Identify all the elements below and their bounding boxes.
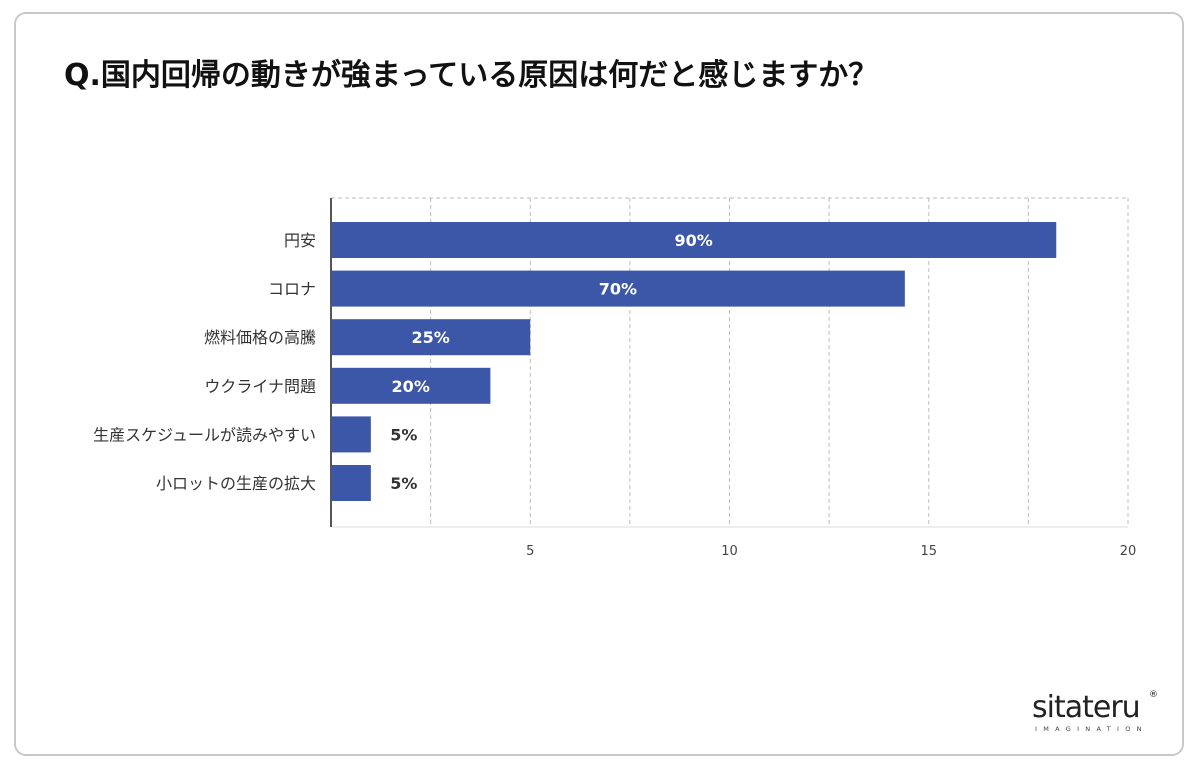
category-label: 小ロットの生産の拡大 xyxy=(156,474,316,493)
bar xyxy=(331,465,371,501)
category-label: コロナ xyxy=(268,280,316,299)
x-tick-label: 15 xyxy=(920,544,937,559)
bar xyxy=(331,270,905,307)
sitateru-logo: sitateru ® IMAGINATION xyxy=(1032,690,1162,740)
category-label: 円安 xyxy=(284,231,316,250)
bar xyxy=(331,222,1057,258)
logo-registered-mark: ® xyxy=(1149,690,1158,700)
data-label: 70% xyxy=(599,280,637,299)
data-label: 20% xyxy=(392,377,430,396)
category-label: 生産スケジュールが読みやすい xyxy=(93,425,316,444)
data-label: 90% xyxy=(674,231,712,250)
logo-wordmark: sitateru xyxy=(1032,690,1141,725)
chart-card xyxy=(14,12,1184,756)
category-label: 燃料価格の高騰 xyxy=(204,328,316,347)
x-tick-label: 10 xyxy=(721,544,738,559)
data-label: 5% xyxy=(390,425,417,444)
logo-tagline: IMAGINATION xyxy=(1035,725,1148,733)
chart-title: Q.国内回帰の動きが強まっている原因は何だと感じますか？ xyxy=(64,58,879,93)
data-label: 25% xyxy=(411,328,449,347)
x-tick-label: 20 xyxy=(1120,544,1137,559)
category-label: ウクライナ問題 xyxy=(204,377,316,396)
bar xyxy=(331,367,491,404)
bar xyxy=(331,416,371,453)
x-tick-label: 5 xyxy=(526,544,534,559)
bar xyxy=(331,319,531,356)
data-label: 5% xyxy=(390,474,417,493)
